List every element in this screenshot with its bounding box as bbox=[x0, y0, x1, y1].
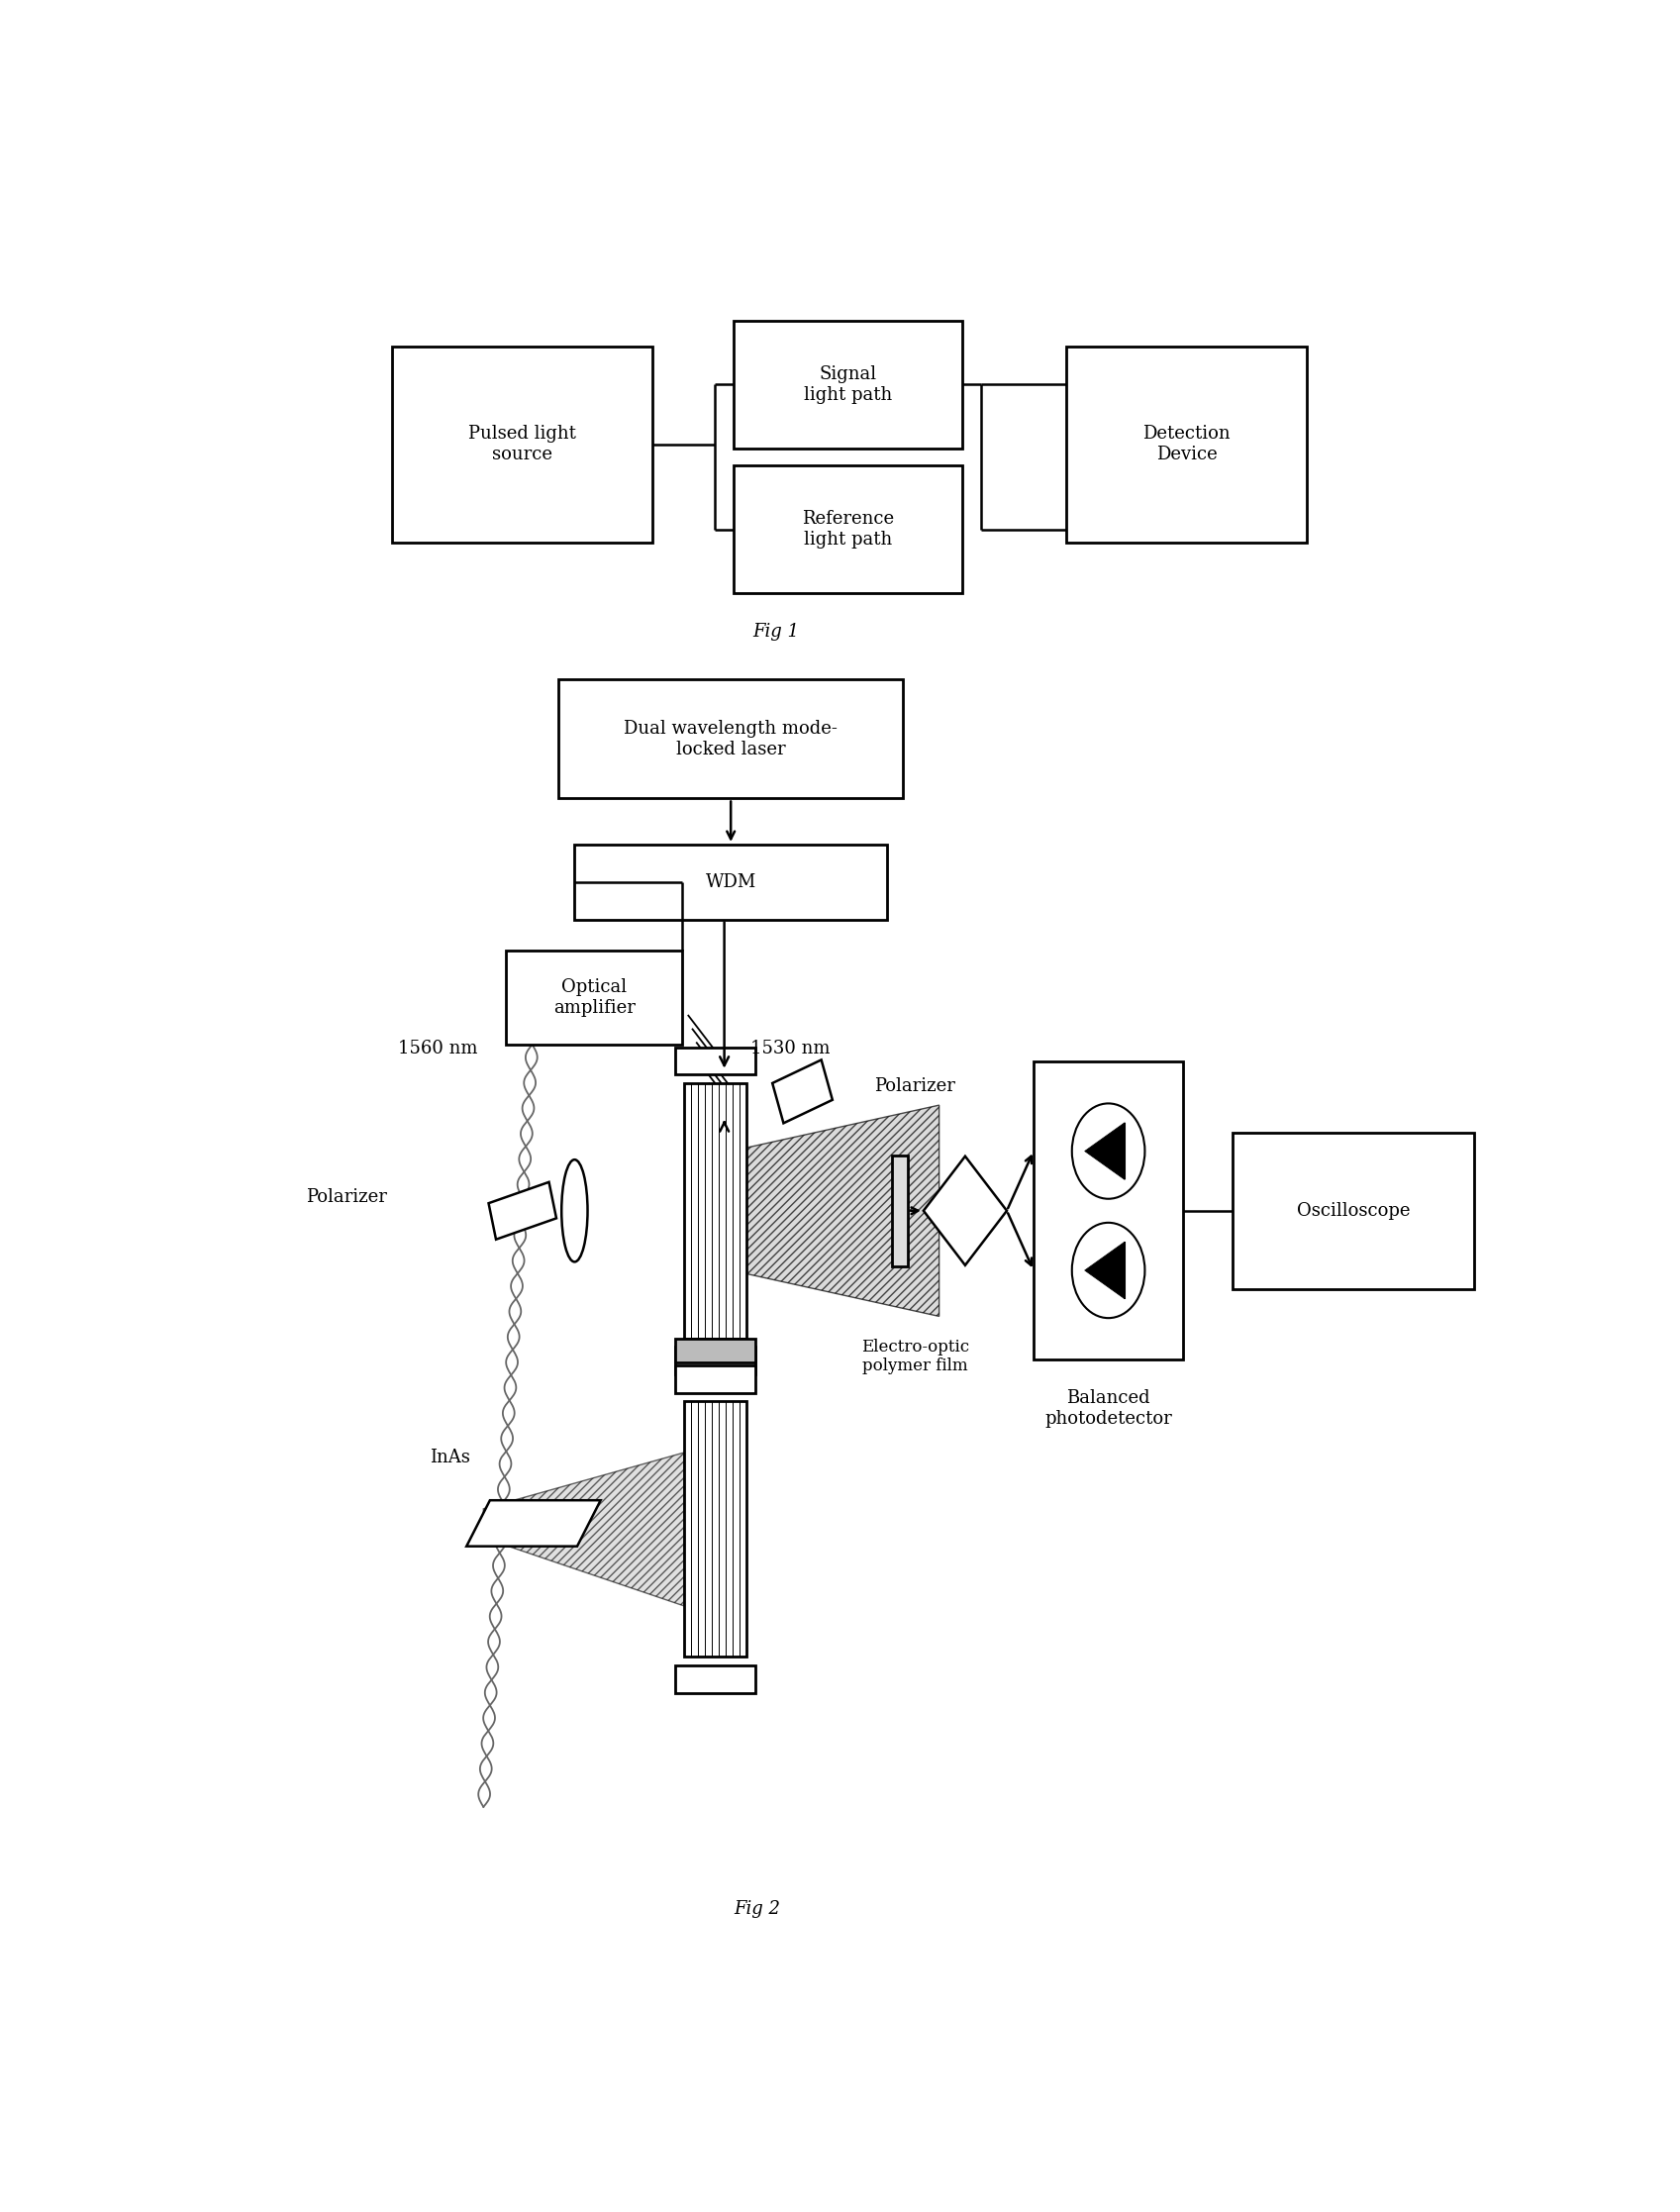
Bar bbox=[734, 321, 963, 449]
Polygon shape bbox=[1085, 1121, 1126, 1179]
Text: Fig 2: Fig 2 bbox=[734, 1900, 780, 1918]
Text: 1560 nm: 1560 nm bbox=[398, 1040, 477, 1057]
Ellipse shape bbox=[561, 1159, 588, 1261]
Bar bbox=[675, 1338, 756, 1363]
Text: 1530 nm: 1530 nm bbox=[751, 1040, 830, 1057]
Bar bbox=[684, 1402, 746, 1657]
Bar bbox=[684, 1084, 746, 1338]
Polygon shape bbox=[484, 1453, 684, 1606]
Bar bbox=[675, 1347, 756, 1374]
Polygon shape bbox=[746, 1106, 939, 1316]
Text: Oscilloscope: Oscilloscope bbox=[1297, 1201, 1410, 1219]
Polygon shape bbox=[773, 1060, 833, 1124]
Text: Dual wavelength mode-
locked laser: Dual wavelength mode- locked laser bbox=[623, 719, 838, 759]
Bar bbox=[734, 465, 963, 593]
Bar bbox=[1067, 347, 1307, 542]
Text: Polarizer: Polarizer bbox=[874, 1077, 954, 1095]
Text: Polarizer: Polarizer bbox=[306, 1188, 386, 1206]
Bar bbox=[575, 845, 887, 920]
Text: Detection
Device: Detection Device bbox=[1142, 425, 1230, 465]
Text: Electro-optic
polymer film: Electro-optic polymer film bbox=[860, 1338, 969, 1374]
Bar bbox=[892, 1155, 907, 1265]
Bar bbox=[1033, 1062, 1183, 1360]
Bar bbox=[675, 1365, 756, 1394]
Bar bbox=[506, 951, 682, 1044]
Polygon shape bbox=[924, 1157, 1006, 1265]
Bar bbox=[558, 679, 904, 799]
Bar bbox=[675, 1666, 756, 1692]
Text: WDM: WDM bbox=[706, 874, 756, 891]
Text: Balanced
photodetector: Balanced photodetector bbox=[1045, 1389, 1173, 1429]
Text: Pulsed light
source: Pulsed light source bbox=[469, 425, 576, 465]
Text: Signal
light path: Signal light path bbox=[803, 365, 892, 405]
Polygon shape bbox=[467, 1500, 601, 1546]
Text: Optical
amplifier: Optical amplifier bbox=[553, 978, 635, 1018]
Bar bbox=[393, 347, 652, 542]
Bar bbox=[1233, 1133, 1473, 1290]
Polygon shape bbox=[1085, 1241, 1126, 1298]
Polygon shape bbox=[489, 1181, 556, 1239]
Text: InAs: InAs bbox=[430, 1449, 470, 1467]
Bar bbox=[675, 1046, 756, 1075]
Text: Reference
light path: Reference light path bbox=[801, 511, 894, 549]
Text: Fig 1: Fig 1 bbox=[753, 624, 800, 641]
